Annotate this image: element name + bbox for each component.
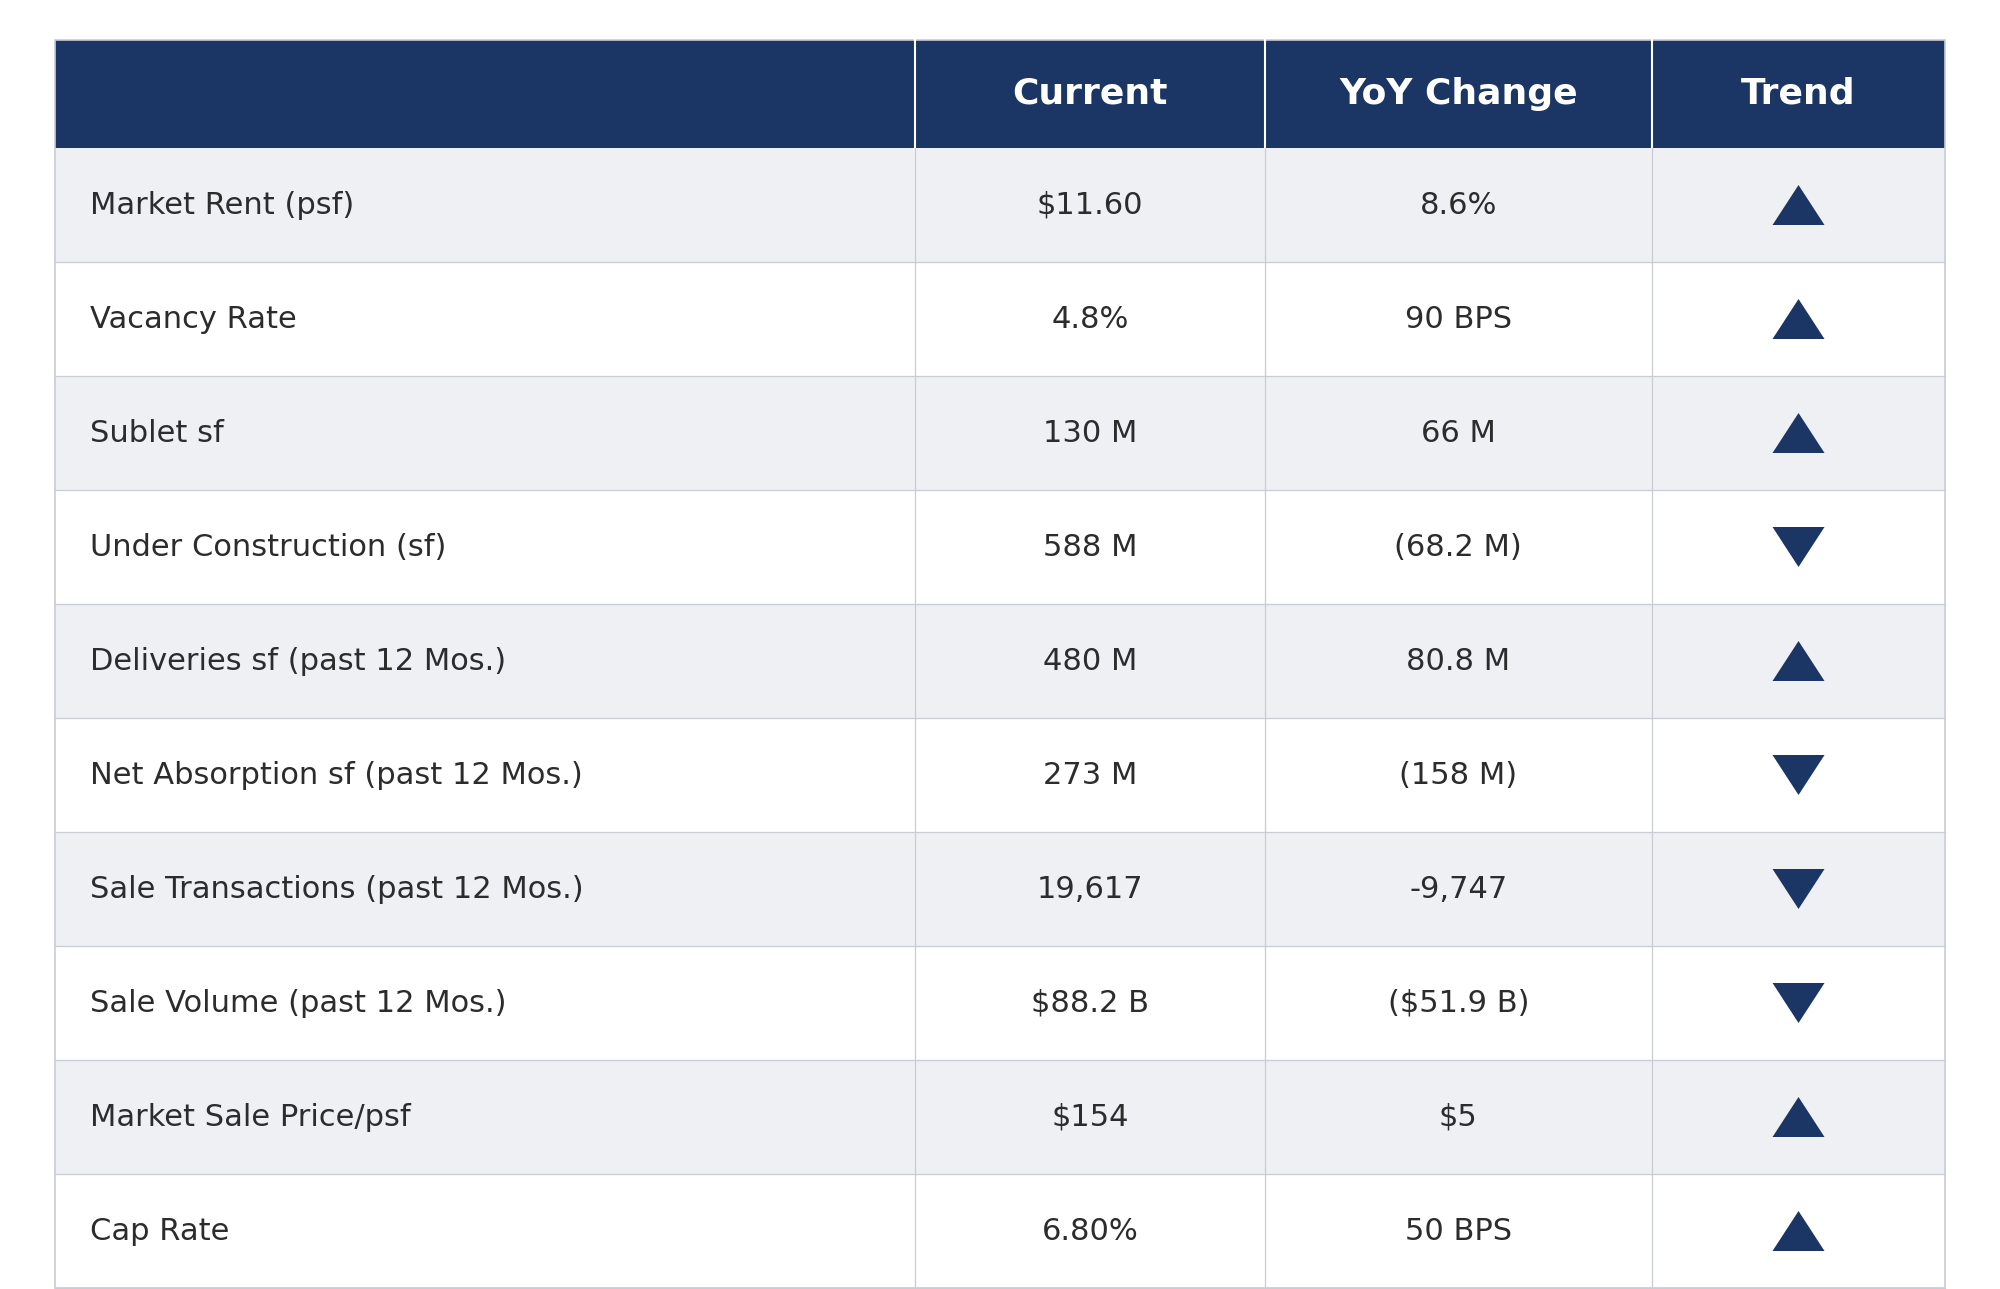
Text: (68.2 M): (68.2 M) (1394, 532, 1522, 562)
Bar (56, 376, 1944, 490)
Text: 4.8%: 4.8% (1052, 304, 1128, 334)
Text: Trend: Trend (1742, 77, 1856, 111)
Bar (56, 1174, 1944, 1288)
Polygon shape (1772, 1210, 1824, 1252)
Polygon shape (1772, 755, 1824, 795)
Bar (56, 40, 1944, 148)
Text: Deliveries sf (past 12 Mos.): Deliveries sf (past 12 Mos.) (90, 647, 506, 675)
Text: $154: $154 (1052, 1102, 1128, 1132)
Polygon shape (1772, 1097, 1824, 1137)
Polygon shape (1772, 641, 1824, 681)
Text: 588 M: 588 M (1042, 532, 1138, 562)
Polygon shape (1772, 299, 1824, 339)
Text: $11.60: $11.60 (1036, 191, 1144, 219)
Text: Market Rent (psf): Market Rent (psf) (90, 191, 354, 219)
Text: 80.8 M: 80.8 M (1406, 647, 1510, 675)
Text: 480 M: 480 M (1042, 647, 1136, 675)
Text: Sale Volume (past 12 Mos.): Sale Volume (past 12 Mos.) (90, 989, 506, 1017)
Text: 8.6%: 8.6% (1420, 191, 1498, 219)
Bar (56, 831, 1944, 946)
Text: Current: Current (1012, 77, 1168, 111)
Bar (56, 718, 1944, 831)
Text: Sublet sf: Sublet sf (90, 419, 224, 447)
Text: 19,617: 19,617 (1036, 874, 1144, 904)
Text: 90 BPS: 90 BPS (1404, 304, 1512, 334)
Polygon shape (1772, 869, 1824, 909)
Polygon shape (1772, 527, 1824, 567)
Text: Vacancy Rate: Vacancy Rate (90, 304, 296, 334)
Text: Market Sale Price/psf: Market Sale Price/psf (90, 1102, 410, 1132)
Bar (56, 946, 1944, 1060)
Text: YoY Change: YoY Change (1340, 77, 1578, 111)
Text: 273 M: 273 M (1042, 761, 1136, 789)
Text: $88.2 B: $88.2 B (1030, 989, 1148, 1017)
Text: (158 M): (158 M) (1400, 761, 1518, 789)
Bar (56, 148, 1944, 262)
Text: 50 BPS: 50 BPS (1404, 1217, 1512, 1245)
Bar (56, 262, 1944, 376)
Polygon shape (1772, 186, 1824, 226)
Text: Under Construction (sf): Under Construction (sf) (90, 532, 446, 562)
Text: -9,747: -9,747 (1410, 874, 1508, 904)
Text: $5: $5 (1438, 1102, 1478, 1132)
Bar (56, 605, 1944, 718)
Text: 6.80%: 6.80% (1042, 1217, 1138, 1245)
Text: Net Absorption sf (past 12 Mos.): Net Absorption sf (past 12 Mos.) (90, 761, 582, 789)
Text: ($51.9 B): ($51.9 B) (1388, 989, 1530, 1017)
Text: Sale Transactions (past 12 Mos.): Sale Transactions (past 12 Mos.) (90, 874, 584, 904)
Text: 66 M: 66 M (1420, 419, 1496, 447)
Bar (56, 490, 1944, 605)
Text: 130 M: 130 M (1042, 419, 1136, 447)
Polygon shape (1772, 412, 1824, 452)
Polygon shape (1772, 984, 1824, 1023)
Text: Cap Rate: Cap Rate (90, 1217, 230, 1245)
Bar (56, 1060, 1944, 1174)
